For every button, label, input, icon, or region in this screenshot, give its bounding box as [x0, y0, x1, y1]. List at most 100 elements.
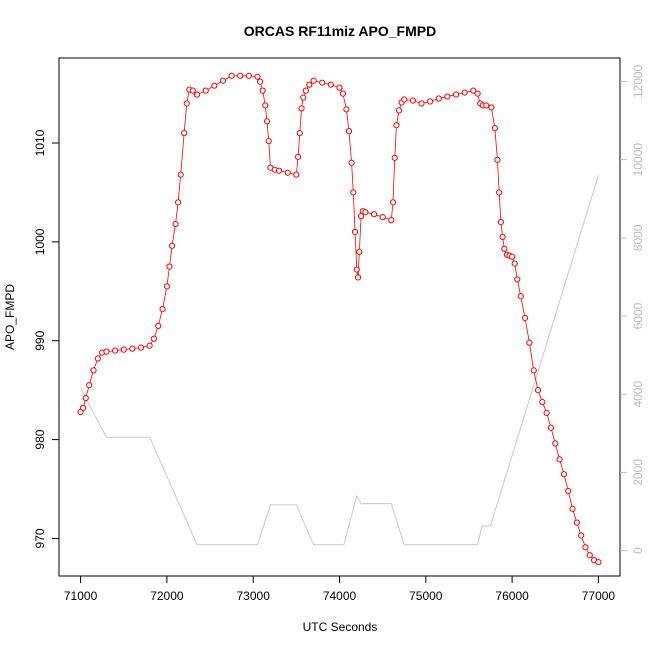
data-point: [183, 100, 190, 107]
data-point: [488, 104, 495, 111]
data-point: [275, 167, 283, 174]
data-point: [356, 248, 363, 255]
data-point: [265, 137, 272, 145]
chart-title: ORCAS RF11miz APO_FMPD: [244, 23, 436, 39]
y2-tick-label: 2000: [631, 459, 645, 486]
x-axis-label: UTC Seconds: [303, 620, 378, 634]
data-point: [82, 394, 89, 402]
data-point: [573, 519, 580, 526]
data-point: [393, 122, 400, 129]
data-point: [569, 505, 576, 512]
data-point: [112, 347, 119, 354]
data-point: [193, 91, 201, 98]
apo-fmpd-line: [80, 75, 599, 563]
data-point: [137, 344, 145, 351]
y-tick-label: 970: [33, 528, 47, 548]
y2-tick-label: 10000: [631, 143, 645, 177]
y-axis-label: APO_FMPD: [3, 284, 17, 350]
data-point: [494, 156, 501, 163]
data-point: [353, 266, 360, 273]
data-point: [370, 211, 378, 218]
y-tick-label: 980: [33, 429, 47, 449]
data-point: [177, 171, 184, 178]
data-point: [526, 339, 533, 346]
data-point: [582, 544, 589, 551]
data-point: [418, 100, 425, 107]
data-point: [354, 274, 362, 281]
data-point: [461, 89, 468, 96]
data-point: [452, 91, 460, 98]
y2-tick-label: 8000: [631, 224, 645, 251]
data-point: [298, 105, 305, 112]
data-point: [294, 153, 302, 160]
data-point: [586, 552, 593, 559]
data-point: [552, 440, 559, 447]
y-tick-label: 1000: [33, 228, 47, 255]
data-point: [284, 169, 291, 176]
data-point: [259, 87, 266, 94]
x-tick-label: 73000: [237, 589, 271, 603]
data-point: [80, 404, 87, 412]
data-point: [357, 213, 365, 220]
data-point: [336, 84, 343, 91]
data-point: [120, 346, 127, 353]
data-point: [219, 77, 227, 84]
data-point: [86, 382, 93, 389]
data-point: [409, 97, 416, 104]
data-point: [302, 87, 309, 94]
data-point: [129, 345, 136, 352]
data-point: [345, 128, 353, 135]
data-point: [300, 94, 307, 101]
data-point: [189, 87, 196, 94]
data-point: [514, 276, 521, 283]
data-point: [499, 233, 506, 241]
data-point: [146, 342, 153, 349]
data-point: [530, 367, 537, 374]
data-point: [560, 471, 568, 478]
y2-axis: 0 2000 4000 6000 8000 10000 12000: [620, 64, 645, 554]
data-point: [256, 78, 264, 85]
x-tick-label: 71000: [64, 589, 98, 603]
data-point: [395, 107, 403, 114]
data-point: [470, 87, 477, 94]
data-point: [388, 217, 395, 224]
data-point: [547, 424, 555, 431]
data-point: [391, 154, 398, 161]
data-point: [343, 106, 350, 113]
data-point: [401, 96, 408, 103]
data-point: [228, 72, 235, 79]
data-point: [245, 72, 252, 79]
data-point: [427, 98, 434, 105]
data-point: [496, 189, 503, 196]
data-point: [296, 130, 303, 137]
data-point: [565, 487, 572, 495]
data-point: [521, 314, 529, 322]
x-tick-label: 75000: [409, 589, 443, 603]
data-point: [211, 82, 218, 89]
data-point: [262, 102, 269, 109]
y2-tick-label: 0: [631, 547, 645, 554]
data-point: [511, 260, 518, 267]
data-point: [155, 322, 162, 329]
data-point: [501, 245, 508, 252]
data-point: [94, 355, 101, 362]
data-point: [474, 90, 481, 97]
data-point: [435, 95, 442, 102]
data-point: [497, 218, 504, 226]
y2-tick-label: 12000: [631, 64, 645, 98]
data-point: [444, 93, 451, 100]
data-point: [263, 118, 271, 125]
data-point: [310, 77, 317, 84]
data-point: [175, 199, 182, 206]
data-point: [539, 398, 546, 406]
data-point: [517, 293, 524, 300]
y-tick-label: 990: [33, 330, 47, 350]
altitude-series: [80, 175, 599, 546]
data-point: [362, 209, 369, 216]
data-point: [168, 242, 176, 249]
data-point: [483, 102, 490, 109]
data-point: [90, 367, 97, 374]
data-point: [491, 125, 498, 132]
y-tick-label: 1010: [33, 129, 47, 156]
